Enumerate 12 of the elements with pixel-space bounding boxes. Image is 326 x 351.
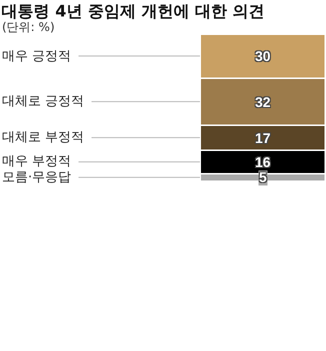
text: 모름·무응답 — [2, 170, 72, 185]
text: 매우 긍정적 — [2, 49, 72, 64]
data-label: 32 — [255, 94, 271, 110]
data-label: 16 — [255, 154, 271, 170]
chart-title: 대통령 4년 중임제 개헌에 대한 의견 — [2, 1, 265, 20]
data-label: 5 — [259, 169, 267, 185]
text: 매우 부정적 — [2, 154, 72, 169]
data-label: 17 — [255, 130, 271, 146]
text: 대체로 긍정적 — [2, 94, 84, 109]
text: 대체로 부정적 — [2, 130, 84, 145]
data-label: 30 — [255, 48, 271, 64]
text: (단위: %) — [2, 20, 55, 34]
